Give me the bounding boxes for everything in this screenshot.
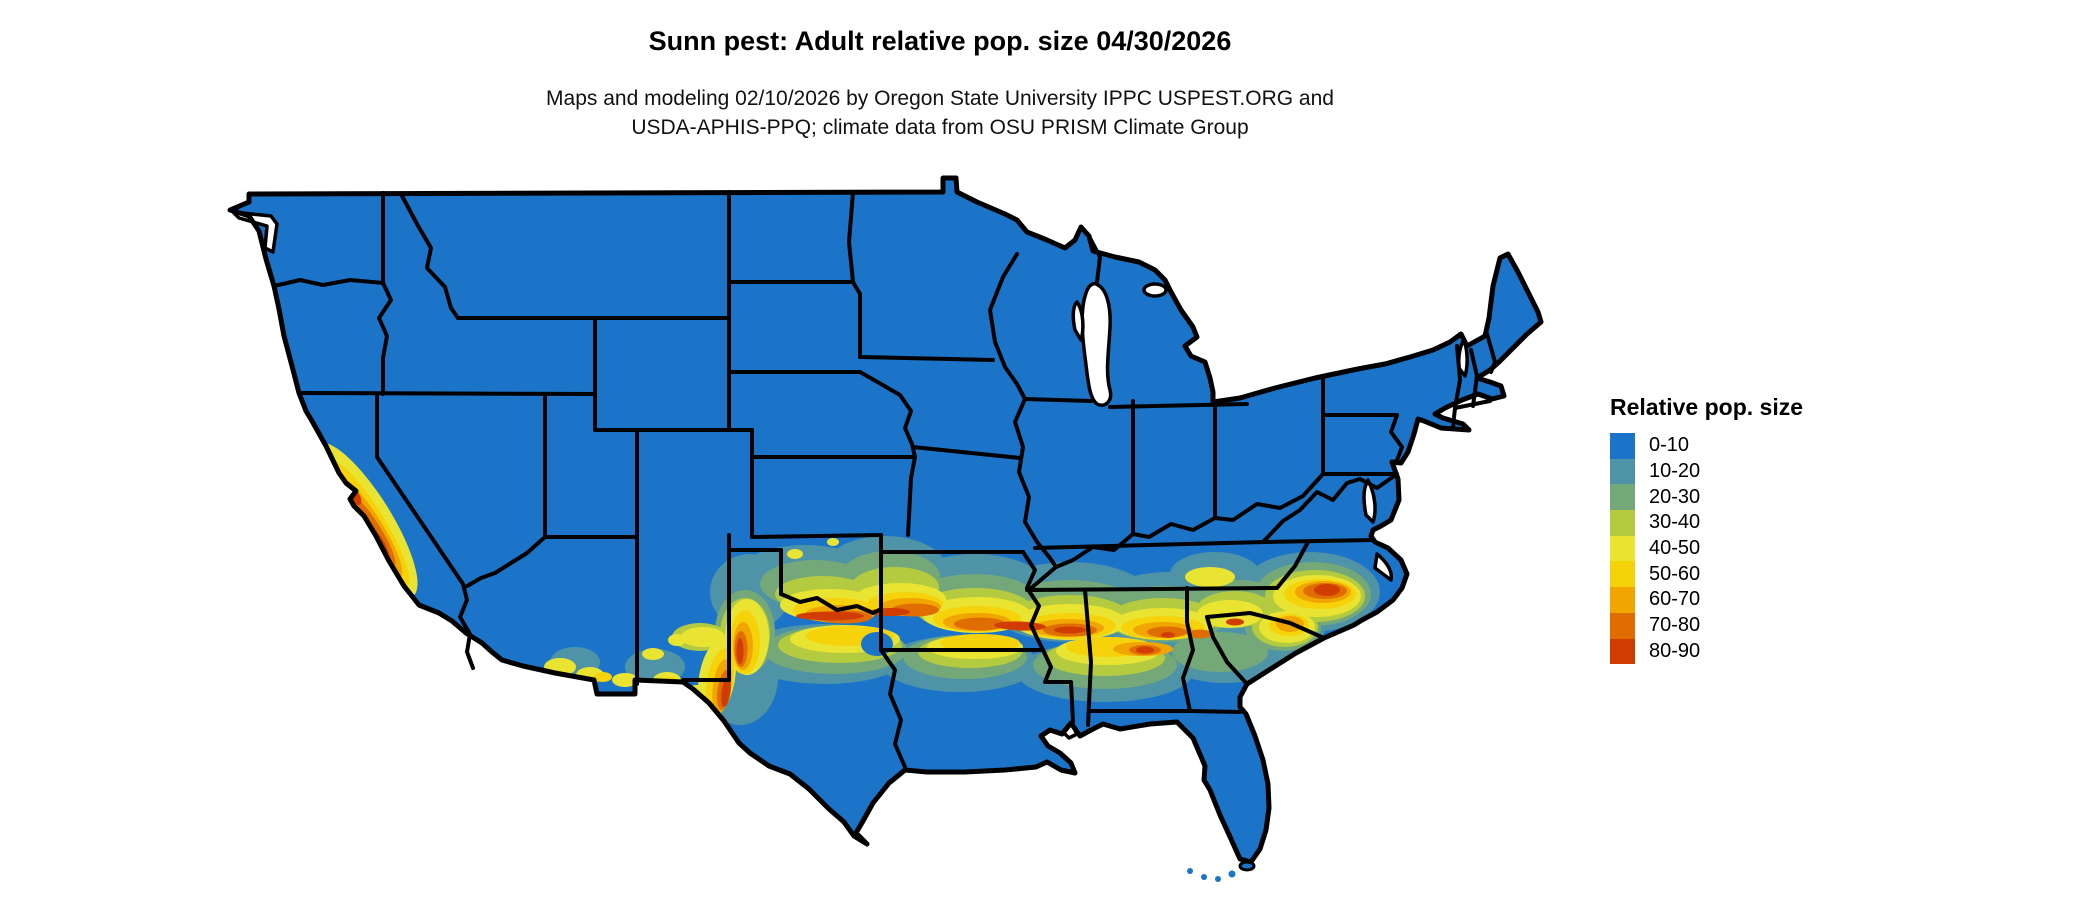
legend-label: 50-60 — [1649, 562, 1701, 585]
puget-sound — [231, 210, 279, 254]
legend-item: 0-10 — [1610, 433, 1870, 459]
legend-swatch — [1610, 612, 1635, 639]
legend-item: 80-90 — [1610, 638, 1870, 665]
legend-swatch — [1610, 587, 1635, 613]
legend-rows: 0-10 10-20 20-30 30-40 40-50 50-60 60-70 70-80 8… — [1610, 433, 1870, 665]
legend-swatch — [1610, 535, 1635, 562]
legend-item: 30-40 — [1610, 510, 1870, 536]
legend-label: 30-40 — [1649, 511, 1701, 534]
legend-swatch — [1610, 638, 1635, 665]
lake-michigan — [1080, 281, 1113, 407]
green-bay — [1071, 300, 1085, 342]
legend-label: 0-10 — [1649, 434, 1690, 457]
legend-label: 40-50 — [1649, 537, 1701, 560]
low-value-patch — [861, 632, 893, 656]
legend-item: 70-80 — [1610, 612, 1870, 639]
legend-item: 50-60 — [1610, 561, 1870, 588]
legend-title: Relative pop. size — [1610, 394, 1804, 420]
mackinac-strait — [1142, 282, 1168, 298]
legend-label: 70-80 — [1649, 614, 1701, 637]
state-borders — [272, 190, 1497, 769]
legend-label: 10-20 — [1649, 460, 1701, 483]
legend-swatch — [1610, 561, 1635, 588]
legend-label: 60-70 — [1649, 588, 1701, 611]
heat-layer-80-90 — [348, 488, 1340, 707]
subtitle-line-1: Maps and modeling 02/10/2026 by Oregon S… — [546, 87, 1334, 110]
legend-label: 20-30 — [1649, 485, 1701, 508]
subtitle-line-2: USDA-APHIS-PPQ; climate data from OSU PR… — [631, 116, 1249, 139]
page-title: Sunn pest: Adult relative pop. size 04/3… — [648, 26, 1232, 56]
florida-keys — [1187, 860, 1256, 882]
pamlico-sound — [1373, 552, 1394, 582]
legend-swatch — [1610, 510, 1635, 536]
legend-swatch — [1610, 433, 1635, 459]
legend-item: 10-20 — [1610, 458, 1870, 485]
us-land-base — [230, 178, 1541, 862]
legend-swatch — [1610, 484, 1635, 511]
legend-item: 60-70 — [1610, 587, 1870, 613]
legend-item: 40-50 — [1610, 535, 1870, 562]
great-lakes-water — [231, 210, 1469, 740]
chesapeake-bay — [1362, 478, 1377, 524]
map-canvas — [205, 122, 1575, 882]
legend-label: 80-90 — [1649, 639, 1701, 662]
page-subtitle: Maps and modeling 02/10/2026 by Oregon S… — [0, 84, 1880, 142]
legend-item: 20-30 — [1610, 484, 1870, 511]
us-choropleth-map — [205, 122, 1575, 892]
legend-swatch — [1610, 458, 1635, 485]
legend: Relative pop. size 0-10 10-20 20-30 30-40 40… — [1610, 394, 1870, 665]
